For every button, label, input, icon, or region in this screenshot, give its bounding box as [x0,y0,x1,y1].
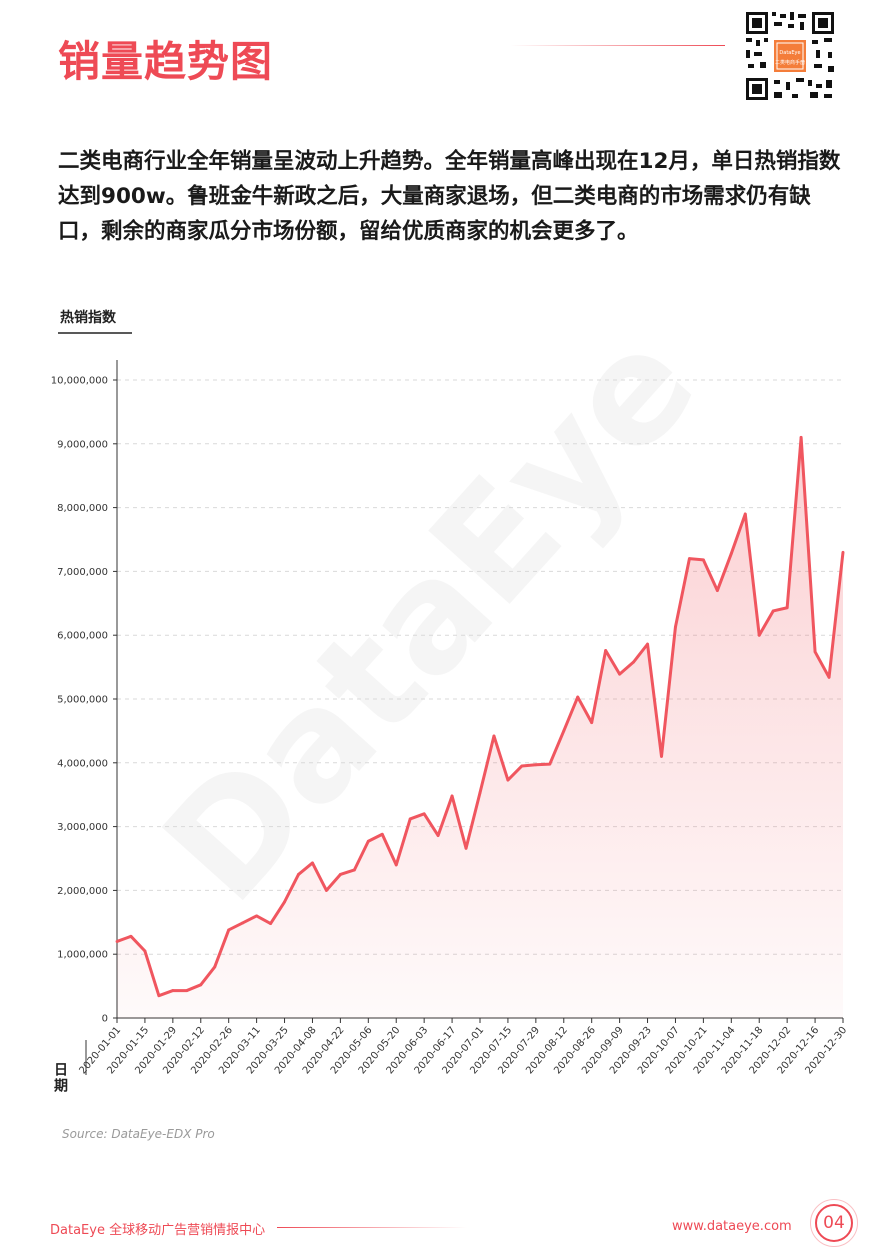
data-point [534,763,538,767]
data-point [325,889,328,892]
description: 二类电商行业全年销量呈波动上升趋势。全年销量高峰出现在12月，单日热销指数达到9… [58,149,841,244]
y-tick-label: 6,000,000 [57,631,108,642]
data-point [562,729,566,733]
data-point [590,721,594,725]
series-area [117,437,843,1018]
data-point [492,734,496,738]
y-tick-label: 3,000,000 [57,822,108,833]
footer-brand: DataEye 全球移动广告营销情报中心 [50,1223,266,1238]
data-point [799,436,803,439]
data-point [213,965,217,969]
y-tick-label: 0 [102,1014,108,1025]
y-tick-label: 5,000,000 [57,695,108,706]
data-point [297,873,300,876]
x-axis-label: 日期 [52,1062,68,1094]
data-point [827,675,831,679]
data-point [632,660,635,664]
data-point [227,928,231,932]
data-point [646,642,649,646]
data-point [576,695,580,699]
data-point [688,557,691,561]
data-point [408,817,412,821]
y-tick-label: 10,000,000 [51,376,108,387]
qr-text: 二类电商手册 [775,59,805,66]
data-point [450,794,454,798]
data-point [604,649,608,652]
data-point [129,934,133,938]
page-title: 销量趋势图 [58,37,274,86]
y-tick-label: 1,000,000 [57,950,108,961]
data-point [436,834,440,837]
data-point [729,552,733,555]
qr-code: DataEye 二类电商手册 [744,10,836,102]
data-point [143,949,147,953]
data-point [757,633,761,637]
data-point [701,558,705,562]
data-point [478,791,482,795]
y-tick-label: 4,000,000 [57,758,108,769]
data-point [618,672,622,676]
y-tick-label: 8,000,000 [57,503,108,514]
data-point [283,900,286,904]
data-point [199,983,203,987]
data-point [771,609,775,613]
data-point [841,550,845,554]
data-point [743,512,747,516]
y-axis-label: 热销指数 [60,309,117,326]
data-point [422,812,426,816]
data-point [157,994,161,998]
data-point [548,762,552,766]
page-number-ring [810,1199,858,1247]
data-point [660,755,663,758]
data-point [352,868,356,872]
data-point [255,914,259,918]
y-tick-label: 7,000,000 [57,567,108,578]
data-point [311,861,314,865]
data-point [380,832,384,836]
data-point [813,650,817,654]
y-tick-label: 2,000,000 [57,886,108,897]
data-point [171,989,175,992]
data-point [366,839,370,843]
data-point [269,922,272,925]
footer-url[interactable]: www.dataeye.com [672,1219,792,1234]
data-point [338,873,342,876]
title-divider [510,45,725,46]
y-tick-label: 9,000,000 [57,439,108,450]
footer-divider [277,1227,467,1228]
source-note: Source: DataEye-EDX Pro [62,1127,215,1141]
data-point [241,921,245,925]
data-point [185,989,189,992]
y-tick-labels: 0 1,000,000 2,000,000 3,000,000 4,000,000 5,0… [51,376,117,1025]
data-points [115,436,845,998]
data-point [520,764,524,768]
data-point [115,940,119,943]
data-point [715,589,719,592]
x-tick-labels: 2020-01-012020-01-152020-01-292020-02-12… [78,1018,849,1076]
data-point [506,778,510,782]
chart: DataEye 热销指数 01,000,0002,000,0003,000,00… [51,297,850,1094]
data-point [394,863,398,867]
svg-text:DataEye: DataEye [779,50,800,56]
data-point [674,625,677,629]
page-number: 04 [815,1204,853,1242]
data-point [785,606,789,610]
data-point [464,846,468,850]
